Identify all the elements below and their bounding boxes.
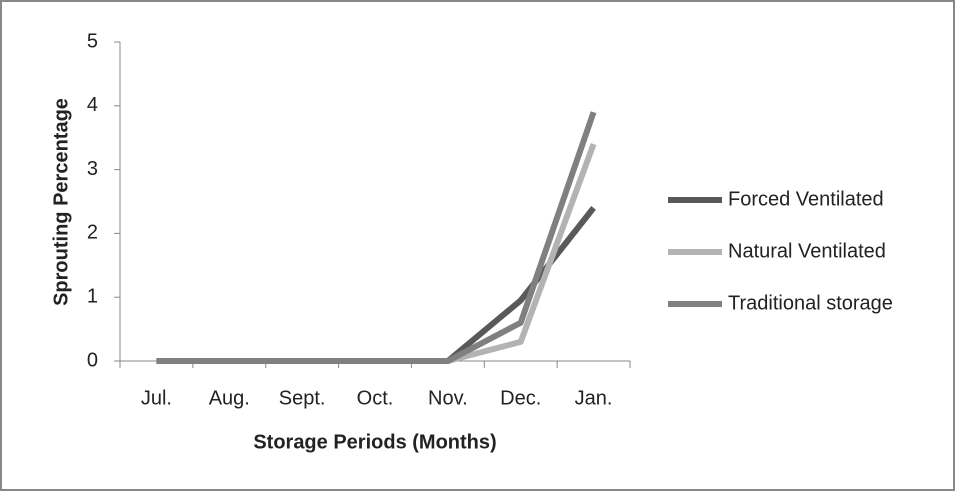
y-tick-label: 5: [87, 30, 98, 52]
y-tick-label: 0: [87, 349, 98, 371]
y-tick-label: 1: [87, 285, 98, 307]
series-line: [156, 111, 597, 364]
legend-label: Natural Ventilated: [728, 240, 886, 262]
legend-label: Forced Ventilated: [728, 188, 884, 210]
y-tick-label: 4: [87, 94, 98, 116]
y-axis-title: Sprouting Percentage: [50, 98, 72, 306]
x-axis-title: Storage Periods (Months): [253, 431, 496, 453]
x-tick-label: Sept.: [279, 387, 326, 409]
y-tick-label: 3: [87, 158, 98, 180]
x-tick-label: Jan.: [575, 387, 613, 409]
x-tick-label: Aug.: [209, 387, 250, 409]
y-tick-label: 2: [87, 222, 98, 244]
x-tick-label: Nov.: [428, 387, 468, 409]
legend-label: Traditional storage: [728, 292, 893, 314]
x-tick-label: Dec.: [500, 387, 541, 409]
x-tick-label: Jul.: [141, 387, 172, 409]
x-tick-label: Oct.: [357, 387, 394, 409]
